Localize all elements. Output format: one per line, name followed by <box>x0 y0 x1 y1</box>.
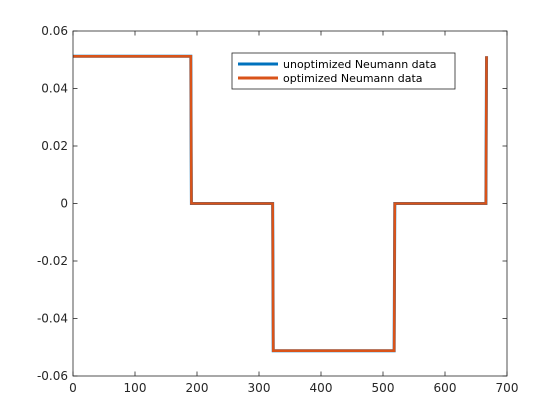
x-tick-label: 200 <box>186 381 209 395</box>
axes: 0 100 200 300 400 500 600 700 -0.06 -0.04 -0.02 0 0.… <box>37 24 519 395</box>
legend-label: optimized Neumann data <box>283 72 423 85</box>
y-tick-label: 0.06 <box>41 24 68 38</box>
x-tick-label: 400 <box>310 381 333 395</box>
y-tick-label: 0.02 <box>41 139 68 153</box>
series-line-optimized <box>73 54 488 353</box>
x-tick-label: 300 <box>248 381 271 395</box>
x-tick-label: 500 <box>372 381 395 395</box>
x-tick-label: 700 <box>496 381 519 395</box>
legend-label: unoptimized Neumann data <box>283 58 436 71</box>
x-tick-label: 100 <box>124 381 147 395</box>
y-tick-label: -0.04 <box>37 312 68 326</box>
y-tick-label: 0 <box>60 197 68 211</box>
y-tick-label: 0.04 <box>41 82 68 96</box>
x-tick-label: 0 <box>69 381 77 395</box>
y-tick-label: -0.06 <box>37 369 68 383</box>
legend-box <box>231 52 456 90</box>
y-tick-label: -0.02 <box>37 254 68 268</box>
x-tick-label: 600 <box>434 381 457 395</box>
